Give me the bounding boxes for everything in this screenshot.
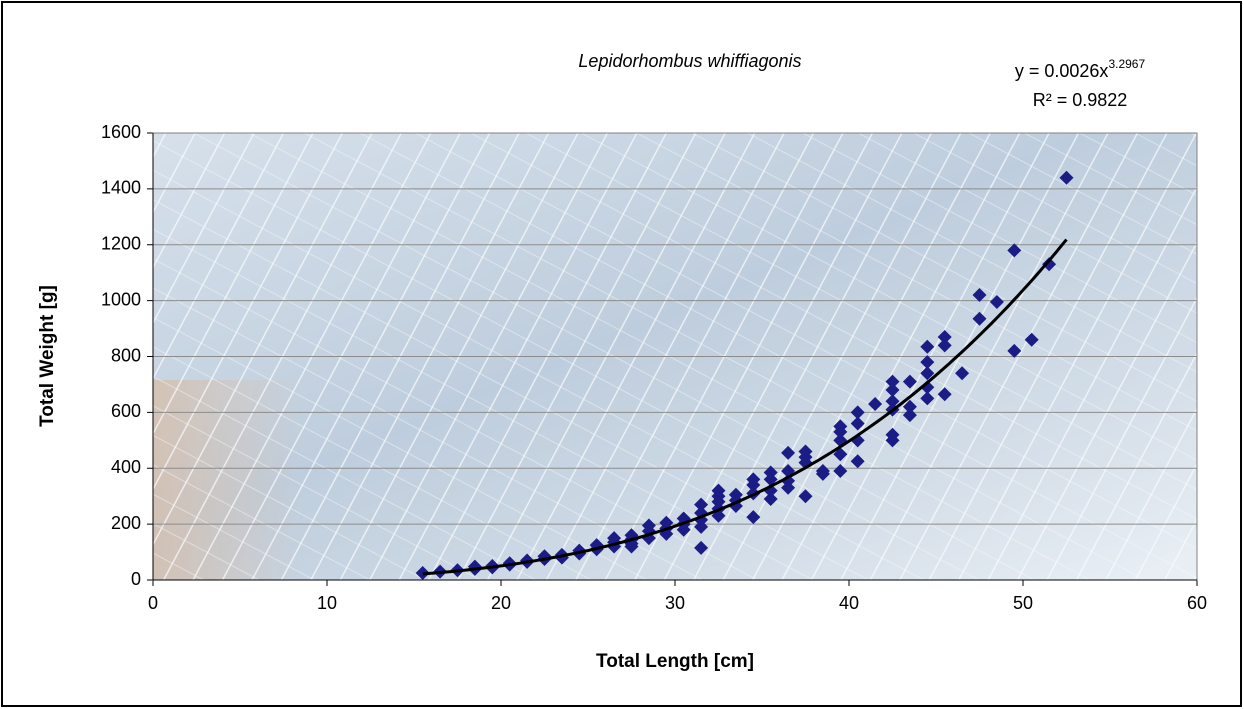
point <box>781 473 796 488</box>
point <box>972 288 987 303</box>
point <box>885 427 900 442</box>
point <box>850 416 865 431</box>
point <box>920 355 935 370</box>
point <box>972 311 987 326</box>
point <box>1042 257 1057 272</box>
y-tick-label: 1600 <box>101 122 141 142</box>
x-tick-label: 20 <box>491 593 511 613</box>
y-tick-label: 400 <box>111 457 141 477</box>
point <box>1059 170 1074 185</box>
y-tick-label: 1200 <box>101 234 141 254</box>
point <box>920 366 935 381</box>
point <box>937 329 952 344</box>
trend-r2: R² = 0.9822 <box>1033 90 1128 110</box>
point <box>833 464 848 479</box>
point <box>850 454 865 469</box>
point <box>607 531 622 546</box>
y-tick-label: 0 <box>131 569 141 589</box>
point <box>833 419 848 434</box>
point <box>937 338 952 353</box>
point <box>728 487 743 502</box>
point <box>641 518 656 533</box>
x-tick-label: 50 <box>1013 593 1033 613</box>
point <box>763 491 778 506</box>
y-tick-label: 600 <box>111 401 141 421</box>
point <box>798 489 813 504</box>
trend-equation: y = 0.0026x3.2967 <box>1015 57 1146 81</box>
equation-text: y = 0.0026x <box>1015 61 1109 81</box>
point <box>833 447 848 462</box>
point <box>885 374 900 389</box>
point <box>989 295 1004 310</box>
point <box>1007 343 1022 358</box>
point <box>920 391 935 406</box>
point <box>902 399 917 414</box>
chart-title: Lepidorhombus whiffiagonis <box>578 51 801 71</box>
point <box>624 539 639 554</box>
x-tick-label: 40 <box>839 593 859 613</box>
point <box>850 405 865 420</box>
x-tick-label: 10 <box>317 593 337 613</box>
point <box>902 408 917 423</box>
x-tick-label: 30 <box>665 593 685 613</box>
y-tick-label: 1400 <box>101 178 141 198</box>
trendline <box>422 238 1068 576</box>
y-tick-label: 200 <box>111 513 141 533</box>
point <box>694 540 709 555</box>
point <box>868 396 883 411</box>
point <box>955 366 970 381</box>
point <box>694 497 709 512</box>
point <box>1024 332 1039 347</box>
y-tick-label: 800 <box>111 345 141 365</box>
x-axis-label: Total Length [cm] <box>596 651 754 672</box>
point <box>885 383 900 398</box>
equation-exponent: 3.2967 <box>1108 57 1145 71</box>
point <box>1007 243 1022 258</box>
point <box>746 510 761 525</box>
point <box>920 339 935 354</box>
point <box>902 374 917 389</box>
point <box>711 483 726 498</box>
point <box>763 465 778 480</box>
point <box>937 387 952 402</box>
point <box>885 394 900 409</box>
point <box>659 515 674 530</box>
point <box>815 464 830 479</box>
x-tick-label: 0 <box>148 593 158 613</box>
point <box>781 445 796 460</box>
y-tick-label: 1000 <box>101 289 141 309</box>
y-axis-label: Total Weight [g] <box>37 285 58 427</box>
x-tick-label: 60 <box>1187 593 1207 613</box>
point <box>746 472 761 487</box>
point <box>798 444 813 459</box>
